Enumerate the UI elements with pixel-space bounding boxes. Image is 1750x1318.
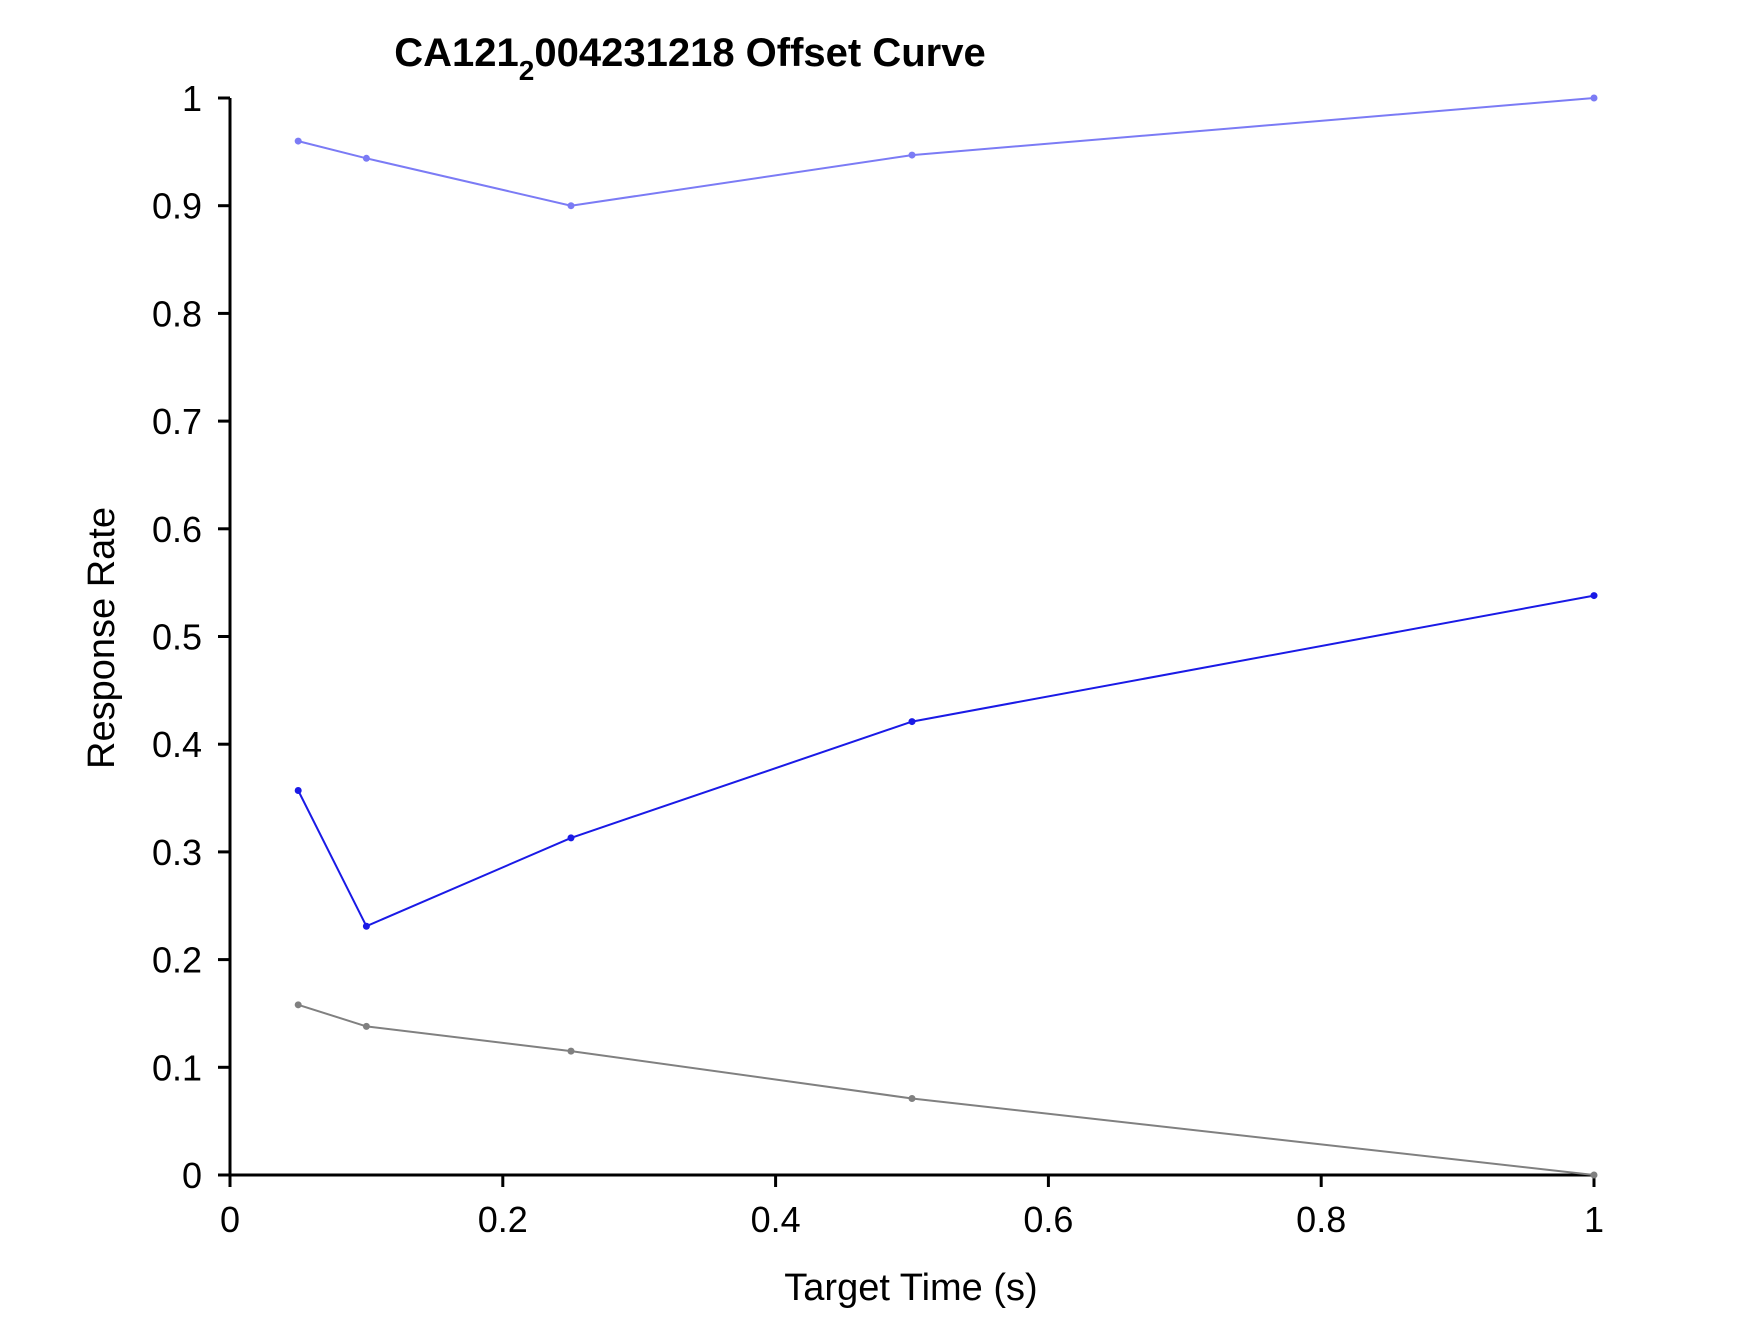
x-axis-label: Target Time (s) [784,1267,1037,1309]
chart-title-rest: 004231218 Offset Curve [534,31,985,75]
y-tick-label: 0.6 [152,509,202,550]
x-tick-label: 1 [1584,1199,1604,1240]
data-point [908,718,916,726]
data-point [567,1047,575,1055]
y-tick-label: 1 [182,78,202,119]
series-line-3 [297,1003,1595,1176]
data-point [908,151,916,159]
y-tick-label: 0 [182,1155,202,1196]
data-point [294,1001,302,1009]
chart-title: CA1212004231218 Offset Curve [394,31,985,86]
data-point [1590,1171,1598,1179]
y-tick-label: 0.1 [152,1047,202,1088]
data-point [294,137,302,145]
data-point [1590,592,1598,600]
chart-title-main: CA121 [394,31,519,75]
data-point [362,922,370,930]
data-point [1590,94,1598,102]
data-point [294,787,302,795]
data-point [908,1095,916,1103]
y-axis-label: Response Rate [81,507,123,769]
y-tick-label: 0.5 [152,617,202,658]
x-tick-label: 0.2 [478,1199,528,1240]
data-point [362,154,370,162]
chart-title-subscript: 2 [519,55,535,86]
y-tick-label: 0.8 [152,293,202,334]
x-tick-label: 0.6 [1023,1199,1073,1240]
series-layer [294,94,1598,1179]
x-tick-label: 0.4 [751,1199,801,1240]
y-tick-label: 0.3 [152,832,202,873]
series-line-1 [297,97,1595,207]
data-point [362,1022,370,1030]
y-tick-label: 0.2 [152,940,202,981]
data-point [567,834,575,842]
data-point [567,202,575,210]
y-tick-label: 0.4 [152,724,202,765]
y-tick-label: 0.7 [152,401,202,442]
series-line-2 [297,594,1595,928]
y-tick-label: 0.9 [152,186,202,227]
x-tick-label: 0.8 [1296,1199,1346,1240]
axes: 0 0.2 0.4 0.6 0.8 1 0 0.1 0.2 0.3 0.4 0.5 0.6 0.7 0.8 0… [152,78,1604,1240]
x-tick-label: 0 [220,1199,240,1240]
